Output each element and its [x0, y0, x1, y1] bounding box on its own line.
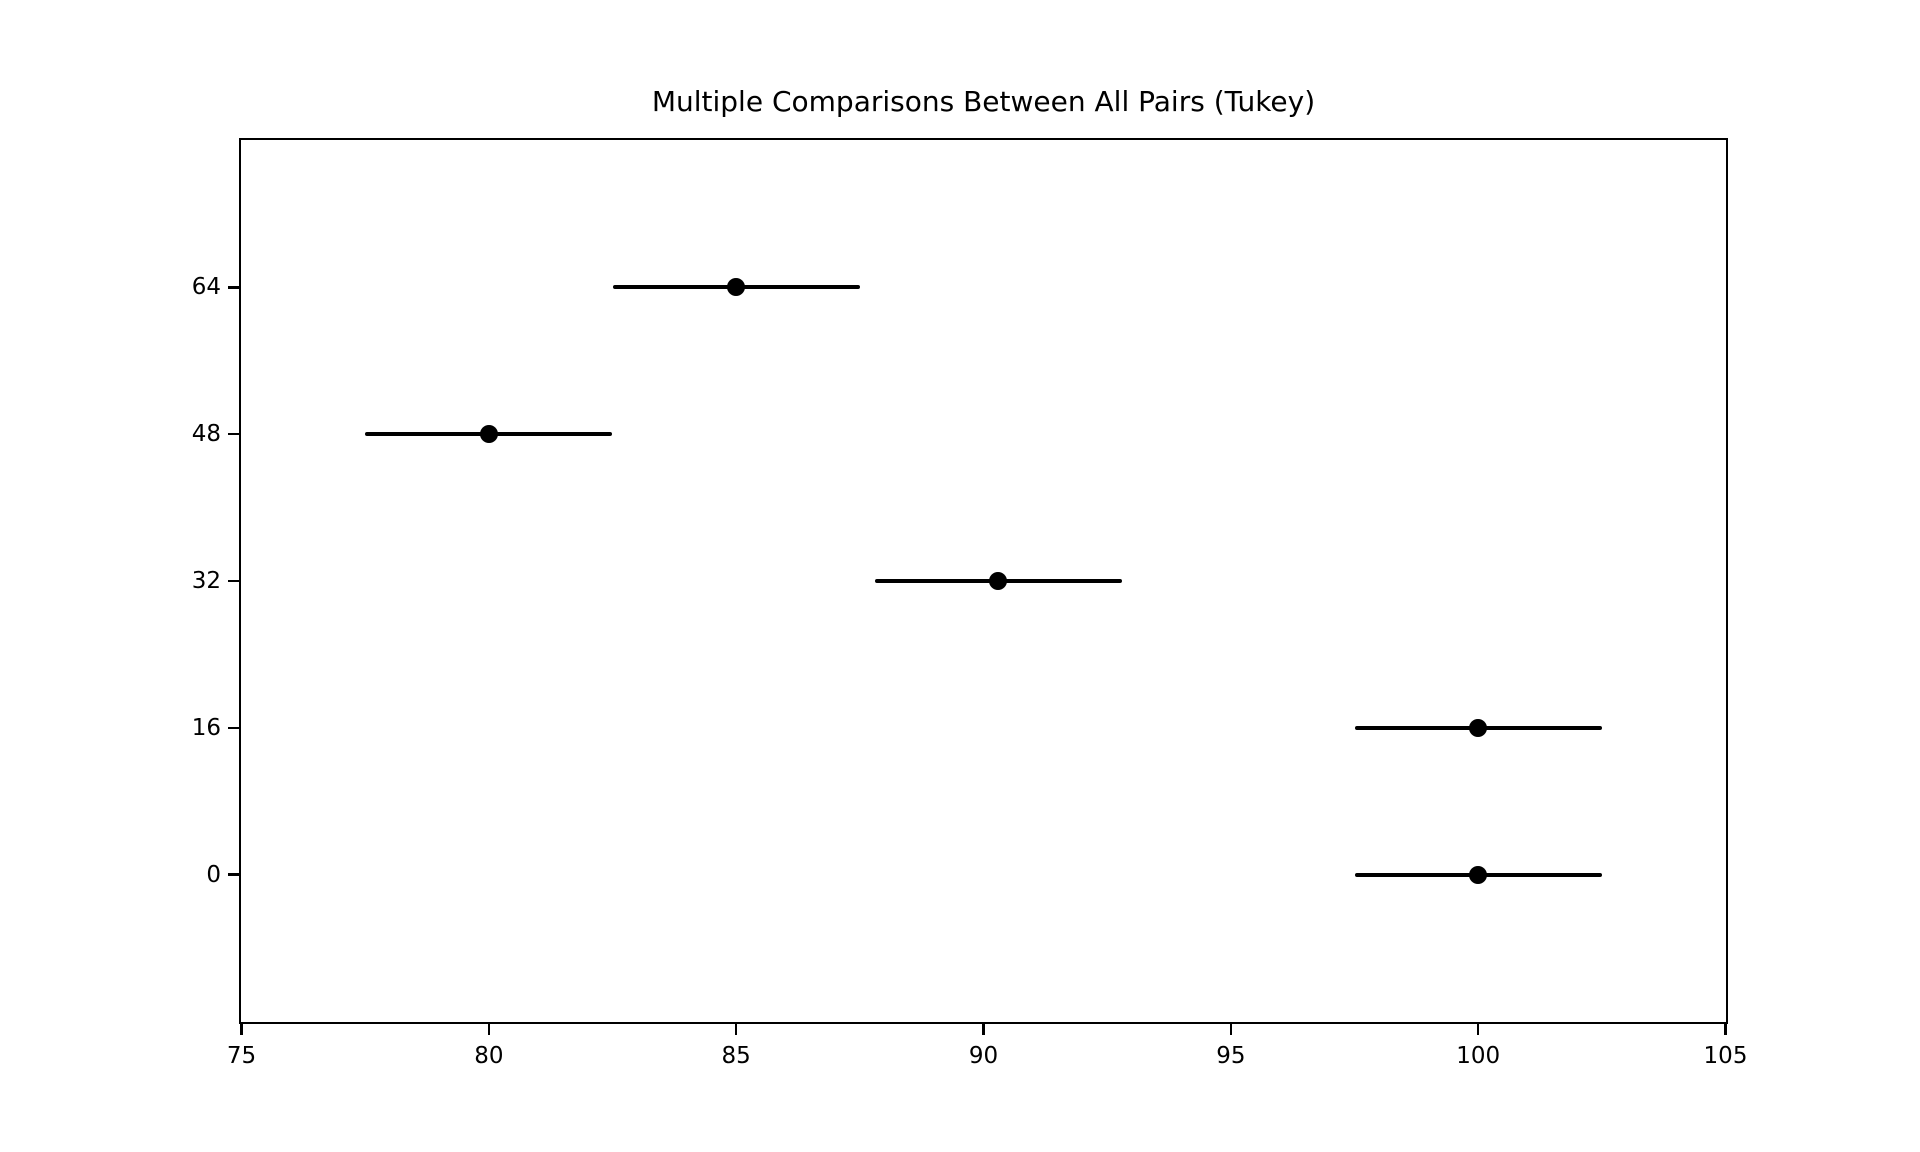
- y-tick: [228, 286, 239, 289]
- chart-title: Multiple Comparisons Between All Pairs (…: [651, 85, 1316, 118]
- y-tick-label: 16: [191, 714, 221, 741]
- y-tick: [228, 579, 239, 583]
- x-tick-label: 85: [721, 1043, 751, 1069]
- x-tick-label: 90: [968, 1043, 999, 1069]
- y-tick-label: 32: [191, 568, 221, 594]
- y-tick-label: 0: [206, 861, 221, 888]
- y-tick-label: 48: [191, 421, 221, 448]
- x-tick-label: 95: [1216, 1043, 1246, 1069]
- x-tick-label: 105: [1703, 1043, 1748, 1069]
- x-tick-label: 75: [226, 1043, 257, 1069]
- y-tick: [228, 726, 239, 730]
- x-tick: [982, 1024, 985, 1035]
- x-tick: [1476, 1024, 1480, 1035]
- mean-dot: [727, 278, 746, 297]
- x-tick: [487, 1024, 491, 1035]
- y-tick: [228, 873, 239, 876]
- x-tick: [1229, 1024, 1233, 1035]
- x-tick-label: 100: [1456, 1043, 1501, 1069]
- x-tick: [240, 1024, 243, 1035]
- y-tick: [228, 432, 239, 436]
- mean-dot: [479, 425, 498, 444]
- mean-dot: [989, 572, 1008, 590]
- mean-dot: [1469, 718, 1488, 737]
- y-tick-label: 64: [191, 274, 221, 301]
- x-tick: [734, 1024, 738, 1035]
- x-tick: [1724, 1024, 1727, 1035]
- x-tick-label: 80: [474, 1043, 504, 1069]
- mean-dot: [1469, 865, 1488, 884]
